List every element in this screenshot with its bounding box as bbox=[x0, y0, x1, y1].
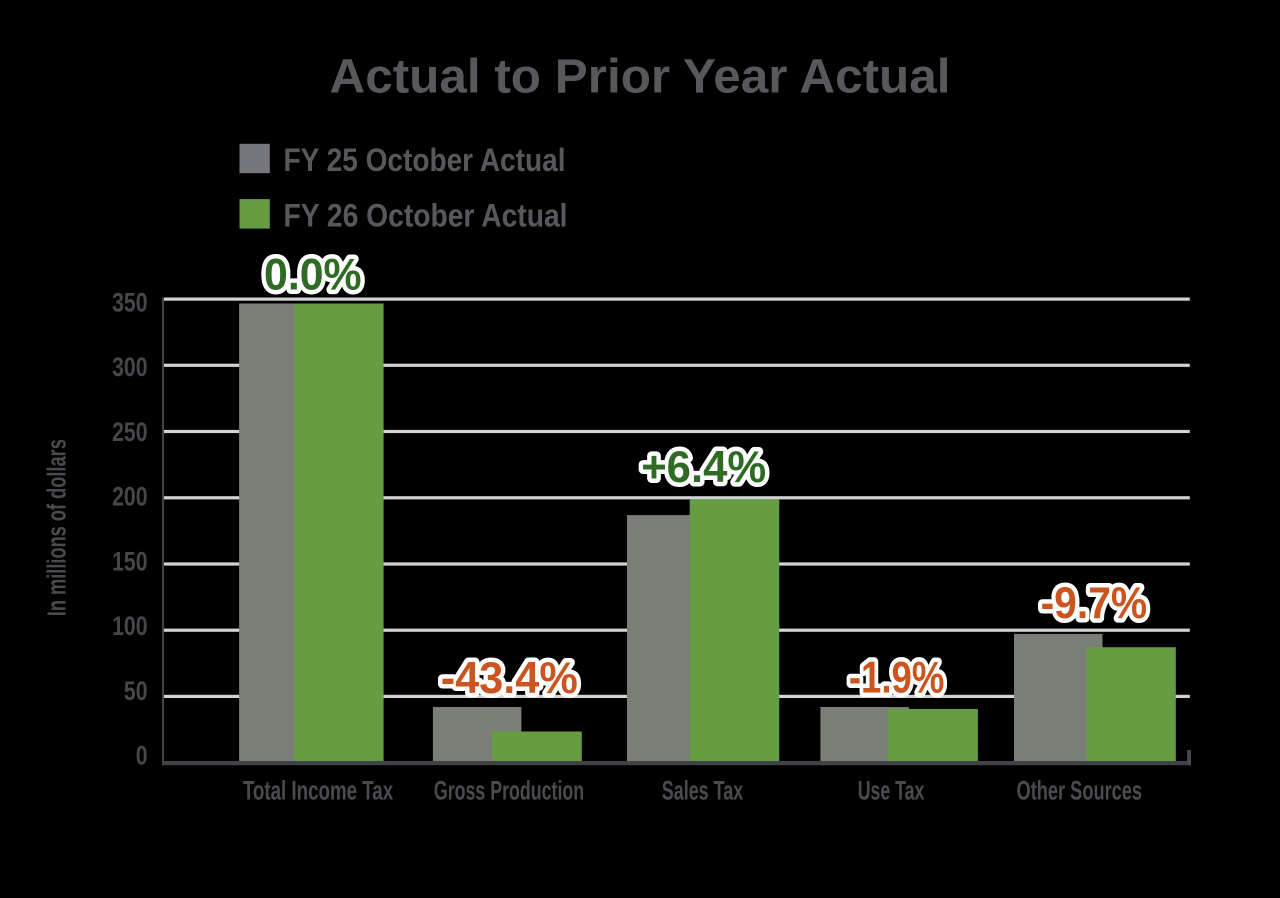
svg-text:Use Tax: Use Tax bbox=[858, 777, 925, 806]
svg-text:100: 100 bbox=[112, 612, 147, 642]
svg-text:Sales Tax: Sales Tax bbox=[662, 777, 744, 806]
svg-text:FY 26 October Actual: FY 26 October Actual bbox=[284, 197, 568, 233]
svg-text:Total Income Tax: Total Income Tax bbox=[243, 777, 393, 806]
svg-text:250: 250 bbox=[112, 417, 147, 447]
svg-text:0: 0 bbox=[136, 741, 148, 771]
svg-text:350: 350 bbox=[112, 288, 147, 318]
svg-text:-9.7%: -9.7% bbox=[1041, 579, 1148, 628]
svg-text:50: 50 bbox=[124, 677, 148, 707]
svg-text:300: 300 bbox=[112, 353, 147, 383]
svg-text:In millions of dollars: In millions of dollars bbox=[42, 439, 71, 616]
svg-text:200: 200 bbox=[112, 482, 147, 512]
svg-text:150: 150 bbox=[112, 547, 147, 577]
svg-text:Other Sources: Other Sources bbox=[1017, 777, 1143, 806]
svg-text:-43.4%: -43.4% bbox=[441, 654, 578, 703]
svg-text:FY 25 October Actual: FY 25 October Actual bbox=[284, 142, 566, 178]
svg-text:Gross Production: Gross Production bbox=[434, 777, 584, 806]
svg-text:+6.4%: +6.4% bbox=[641, 443, 766, 492]
svg-text:Actual to Prior Year Actual: Actual to Prior Year Actual bbox=[330, 50, 951, 104]
svg-text:-1.9%: -1.9% bbox=[849, 653, 944, 702]
svg-text:0.0%: 0.0% bbox=[264, 250, 362, 299]
